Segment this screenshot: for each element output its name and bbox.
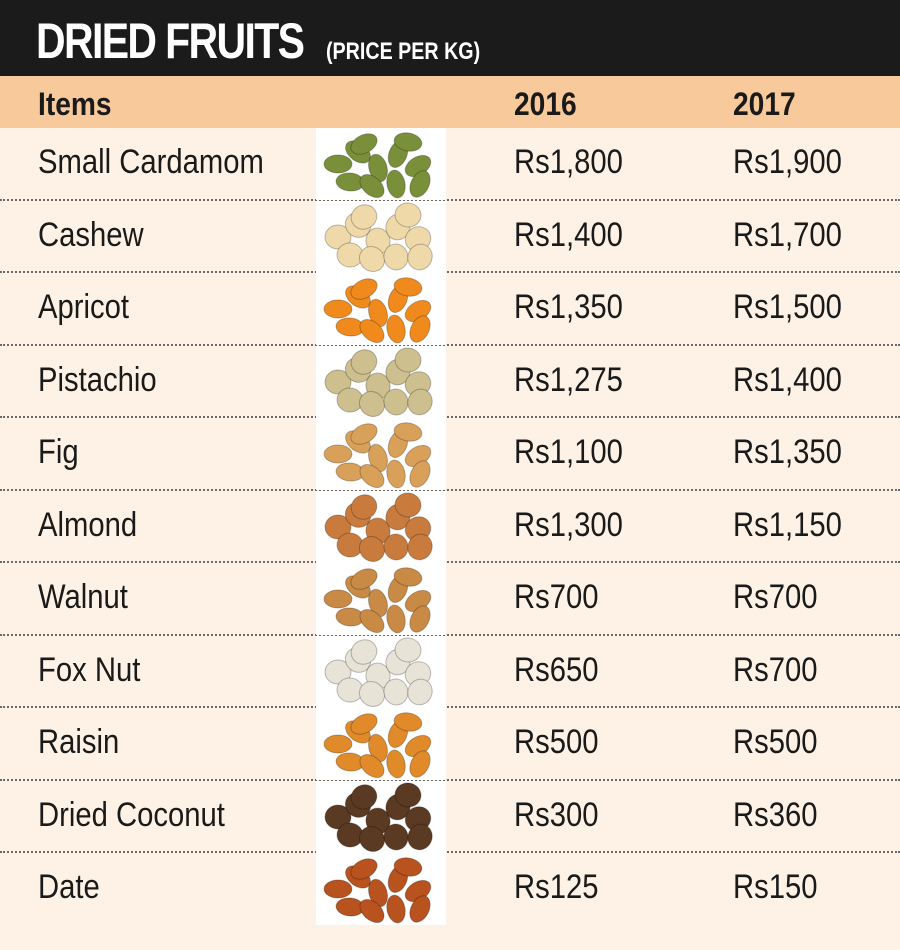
price-2017: Rs150: [733, 868, 818, 906]
table-row: Small Cardamom Rs1,800 Rs1,900: [0, 128, 900, 201]
title-bar: DRIED FRUITS (PRICE PER KG): [0, 0, 900, 76]
date-icon: [316, 853, 446, 925]
price-2017: Rs360: [733, 795, 818, 834]
table-header: Items 2016 2017: [0, 76, 900, 128]
table-row: Fox Nut Rs650 Rs700: [0, 635, 900, 708]
header-2016: 2016: [514, 86, 577, 122]
item-name: Pistachio: [38, 360, 157, 399]
price-2016: Rs300: [514, 795, 599, 834]
header-items: Items: [38, 86, 112, 122]
price-2017: Rs700: [733, 650, 818, 689]
item-name: Fig: [38, 433, 79, 471]
table-row: Almond Rs1,300 Rs1,150: [0, 490, 900, 563]
price-2017: Rs700: [733, 578, 818, 616]
item-name: Walnut: [38, 578, 128, 616]
table-row: Date Rs125 Rs150: [0, 853, 900, 926]
item-name: Almond: [38, 505, 138, 544]
price-2016: Rs650: [514, 650, 599, 689]
raisin-icon: [316, 708, 446, 780]
coconut-icon: [316, 780, 446, 853]
table-row: Dried Coconut Rs300 Rs360: [0, 780, 900, 853]
table-row: Apricot Rs1,350 Rs1,500: [0, 273, 900, 346]
price-2016: Rs700: [514, 578, 599, 616]
price-2016: Rs500: [514, 723, 599, 761]
price-2016: Rs1,400: [514, 215, 623, 254]
table-row: Cashew Rs1,400 Rs1,700: [0, 200, 900, 273]
price-2017: Rs1,500: [733, 288, 842, 326]
price-2016: Rs1,800: [514, 143, 623, 181]
table-row: Walnut Rs700 Rs700: [0, 563, 900, 636]
walnut-icon: [316, 563, 446, 635]
price-2016: Rs1,100: [514, 433, 623, 471]
price-2017: Rs1,350: [733, 433, 842, 471]
price-2017: Rs1,700: [733, 215, 842, 254]
table-body: Small Cardamom Rs1,800 Rs1,900 Cashew Rs…: [0, 128, 900, 926]
price-2017: Rs1,400: [733, 360, 842, 399]
price-2017: Rs1,900: [733, 143, 842, 181]
item-name: Raisin: [38, 723, 120, 761]
price-2016: Rs1,275: [514, 360, 623, 399]
cashew-icon: [316, 200, 446, 273]
apricot-icon: [316, 273, 446, 345]
item-name: Fox Nut: [38, 650, 141, 689]
chart-title: DRIED FRUITS: [36, 13, 305, 69]
fox-nut-icon: [316, 635, 446, 708]
item-name: Small Cardamom: [38, 143, 264, 181]
table-row: Fig Rs1,100 Rs1,350: [0, 418, 900, 491]
chart-subtitle: (PRICE PER KG): [326, 38, 481, 65]
price-2017: Rs500: [733, 723, 818, 761]
table-row: Raisin Rs500 Rs500: [0, 708, 900, 781]
cardamom-icon: [316, 128, 446, 200]
almond-icon: [316, 490, 446, 563]
price-2016: Rs125: [514, 868, 599, 906]
fig-icon: [316, 418, 446, 490]
item-name: Cashew: [38, 215, 144, 254]
item-name: Dried Coconut: [38, 795, 225, 834]
price-2016: Rs1,300: [514, 505, 623, 544]
table-row: Pistachio Rs1,275 Rs1,400: [0, 345, 900, 418]
price-2017: Rs1,150: [733, 505, 842, 544]
pistachio-icon: [316, 345, 446, 418]
price-2016: Rs1,350: [514, 288, 623, 326]
header-2017: 2017: [733, 86, 796, 122]
item-name: Date: [38, 868, 100, 906]
item-name: Apricot: [38, 288, 130, 326]
